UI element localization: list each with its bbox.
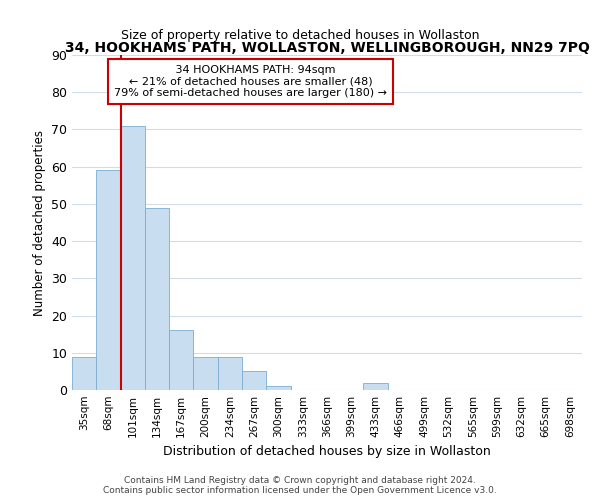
Bar	[145, 208, 169, 390]
Bar	[72, 356, 96, 390]
Title: 34, HOOKHAMS PATH, WOLLASTON, WELLINGBOROUGH, NN29 7PQ: 34, HOOKHAMS PATH, WOLLASTON, WELLINGBOR…	[65, 41, 589, 55]
Bar	[242, 372, 266, 390]
Bar	[169, 330, 193, 390]
Bar	[193, 356, 218, 390]
Text: Size of property relative to detached houses in Wollaston: Size of property relative to detached ho…	[121, 30, 479, 43]
Text: 34 HOOKHAMS PATH: 94sqm
← 21% of detached houses are smaller (48)
79% of semi-de: 34 HOOKHAMS PATH: 94sqm ← 21% of detache…	[114, 65, 387, 98]
Bar	[266, 386, 290, 390]
Y-axis label: Number of detached properties: Number of detached properties	[32, 130, 46, 316]
X-axis label: Distribution of detached houses by size in Wollaston: Distribution of detached houses by size …	[163, 446, 491, 458]
Bar	[121, 126, 145, 390]
Bar	[218, 356, 242, 390]
Bar	[96, 170, 121, 390]
Bar	[364, 382, 388, 390]
Text: Contains HM Land Registry data © Crown copyright and database right 2024.
Contai: Contains HM Land Registry data © Crown c…	[103, 476, 497, 495]
